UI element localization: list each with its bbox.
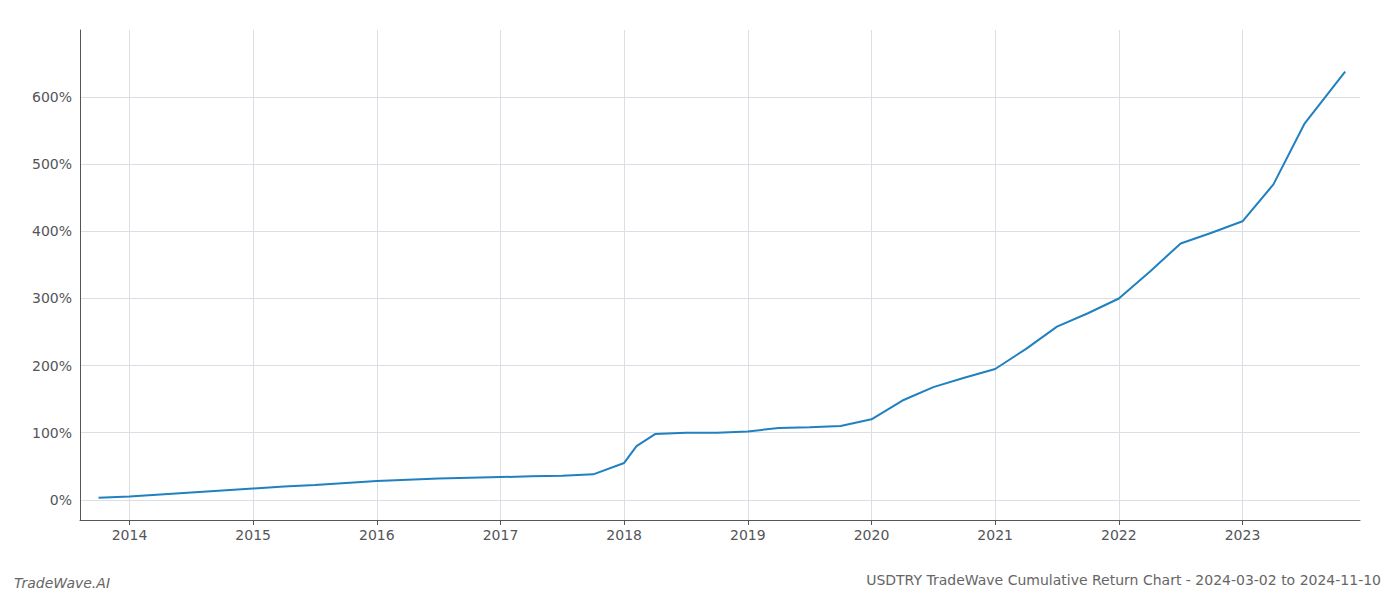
svg-text:2021: 2021 <box>977 527 1013 543</box>
svg-text:2014: 2014 <box>112 527 148 543</box>
svg-text:0%: 0% <box>50 492 72 508</box>
svg-text:2018: 2018 <box>606 527 642 543</box>
svg-text:2020: 2020 <box>854 527 890 543</box>
svg-text:600%: 600% <box>32 89 72 105</box>
svg-text:500%: 500% <box>32 156 72 172</box>
svg-text:USDTRY TradeWave Cumulative Re: USDTRY TradeWave Cumulative Return Chart… <box>866 572 1381 588</box>
svg-text:2015: 2015 <box>235 527 271 543</box>
svg-text:300%: 300% <box>32 290 72 306</box>
svg-text:100%: 100% <box>32 425 72 441</box>
svg-text:2023: 2023 <box>1225 527 1261 543</box>
svg-text:2019: 2019 <box>730 527 766 543</box>
svg-text:2022: 2022 <box>1101 527 1137 543</box>
svg-text:TradeWave.AI: TradeWave.AI <box>14 575 110 591</box>
svg-text:200%: 200% <box>32 358 72 374</box>
svg-text:400%: 400% <box>32 223 72 239</box>
svg-text:2017: 2017 <box>483 527 519 543</box>
svg-text:2016: 2016 <box>359 527 395 543</box>
